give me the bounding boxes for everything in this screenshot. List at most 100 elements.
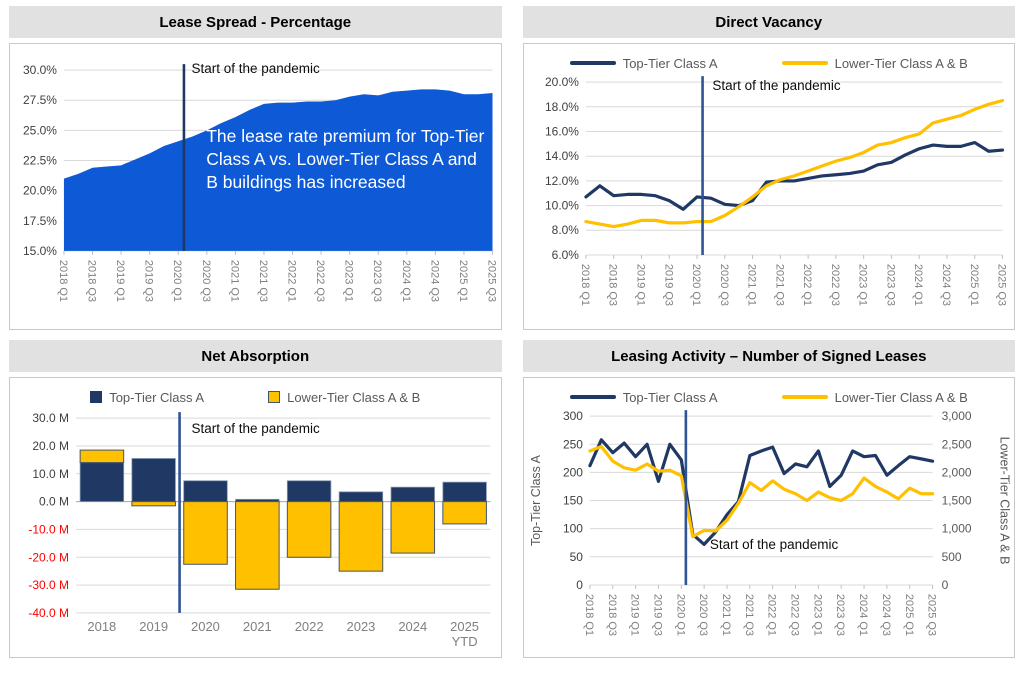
top-tier-line-swatch (569, 61, 616, 65)
net-absorption-legend: Top-Tier Class A Lower-Tier Class A & B (10, 378, 501, 408)
svg-text:200: 200 (562, 465, 582, 479)
legend-item-top-tier: Top-Tier Class A (569, 389, 718, 405)
svg-text:2019: 2019 (139, 619, 168, 634)
svg-text:2025: 2025 (450, 619, 479, 634)
svg-text:2,000: 2,000 (941, 465, 971, 479)
svg-text:12.0%: 12.0% (545, 174, 579, 188)
svg-text:2023: 2023 (347, 619, 376, 634)
svg-text:2020: 2020 (191, 619, 220, 634)
svg-text:2019 Q1: 2019 Q1 (628, 594, 640, 636)
direct-vacancy-line-chart: 6.0% 8.0% 10.0% 12.0% 14.0% 16.0% 18.0% 20.0% 20… (545, 75, 1008, 306)
svg-text:2022 Q3: 2022 Q3 (788, 594, 800, 636)
svg-text:2021 Q3: 2021 Q3 (773, 264, 785, 306)
panel-direct-vacancy: Direct Vacancy Top-Tier Class A Lower-Ti… (522, 6, 1015, 330)
svg-text:2020 Q1: 2020 Q1 (690, 264, 702, 306)
svg-text:2021 Q1: 2021 Q1 (745, 264, 757, 306)
svg-text:2021 Q3: 2021 Q3 (742, 594, 754, 636)
legend-item-top-tier: Top-Tier Class A (569, 55, 718, 71)
net-absorption-bar-chart: -40.0 M -30.0 M -20.0 M -10.0 M 0.0 M 10.0 M 2… (28, 411, 491, 649)
svg-text:17.5%: 17.5% (23, 214, 57, 228)
svg-text:2024 Q1: 2024 Q1 (400, 260, 412, 302)
legend-item-lower-tier: Lower-Tier Class A & B (268, 390, 420, 405)
lower-tier-line-swatch (781, 61, 828, 65)
svg-text:2018 Q3: 2018 Q3 (86, 260, 98, 302)
leasing-activity-title: Leasing Activity – Number of Signed Leas… (522, 340, 1015, 372)
svg-text:2025 Q3: 2025 Q3 (995, 264, 1007, 306)
svg-text:1,000: 1,000 (941, 522, 971, 536)
svg-text:2019 Q1: 2019 Q1 (634, 264, 646, 306)
leasing-activity-chart-area: Top-Tier Class A Lower-Tier Class A & B … (522, 377, 1015, 658)
svg-text:2021 Q3: 2021 Q3 (257, 260, 269, 302)
svg-text:2018 Q1: 2018 Q1 (57, 260, 69, 302)
svg-text:2024 Q1: 2024 Q1 (857, 594, 869, 636)
svg-text:30.0 M: 30.0 M (32, 411, 69, 425)
leasing-activity-legend: Top-Tier Class A Lower-Tier Class A & B (524, 378, 1015, 408)
svg-text:15.0%: 15.0% (23, 244, 57, 258)
svg-text:2024 Q3: 2024 Q3 (879, 594, 891, 636)
svg-text:2020 Q1: 2020 Q1 (171, 260, 183, 302)
svg-text:2024: 2024 (398, 619, 427, 634)
svg-text:300: 300 (562, 409, 582, 423)
legend-label: Lower-Tier Class A & B (834, 55, 968, 71)
svg-text:2025 Q3: 2025 Q3 (925, 594, 937, 636)
svg-text:2024 Q3: 2024 Q3 (428, 260, 440, 302)
svg-text:2018 Q3: 2018 Q3 (606, 264, 618, 306)
svg-text:27.5%: 27.5% (23, 93, 57, 107)
svg-text:2021 Q1: 2021 Q1 (719, 594, 731, 636)
svg-text:30.0%: 30.0% (23, 63, 57, 77)
svg-text:10.0%: 10.0% (545, 199, 579, 213)
leasing-activity-line-chart: 0 0 50 500 100 1,000 150 1,500 200 2,000 250 2,500 3… (528, 409, 1011, 636)
direct-vacancy-legend: Top-Tier Class A Lower-Tier Class A & B (524, 44, 1015, 74)
svg-text:2019 Q3: 2019 Q3 (662, 264, 674, 306)
svg-text:50: 50 (569, 550, 583, 564)
svg-text:0: 0 (941, 578, 948, 592)
lower-tier-line-swatch (781, 395, 828, 399)
svg-text:2025 Q1: 2025 Q1 (457, 260, 469, 302)
legend-label: Top-Tier Class A (109, 389, 205, 405)
svg-text:100: 100 (562, 522, 582, 536)
legend-item-lower-tier: Lower-Tier Class A & B (781, 390, 968, 405)
direct-vacancy-title: Direct Vacancy (522, 6, 1015, 38)
svg-text:2020 Q3: 2020 Q3 (717, 264, 729, 306)
svg-text:8.0%: 8.0% (551, 223, 579, 237)
legend-item-top-tier: Top-Tier Class A (90, 390, 204, 405)
svg-text:3,000: 3,000 (941, 409, 971, 423)
svg-text:20.0 M: 20.0 M (32, 439, 69, 453)
svg-text:2023 Q1: 2023 Q1 (811, 594, 823, 636)
svg-text:16.0%: 16.0% (545, 124, 579, 138)
svg-text:2024 Q1: 2024 Q1 (912, 264, 924, 306)
legend-label: Top-Tier Class A (622, 389, 718, 405)
lease-spread-title: Lease Spread - Percentage (9, 6, 502, 38)
svg-text:22.5%: 22.5% (23, 154, 57, 168)
svg-text:6.0%: 6.0% (551, 248, 579, 262)
svg-text:2022 Q1: 2022 Q1 (801, 264, 813, 306)
legend-label: Lower-Tier Class A & B (287, 389, 421, 405)
svg-text:2025 Q1: 2025 Q1 (902, 594, 914, 636)
lease-spread-area-chart: 15.0% 17.5% 20.0% 22.5% 25.0% 27.5% 30.0% 2018 … (23, 63, 498, 302)
svg-text:10.0 M: 10.0 M (32, 467, 69, 481)
svg-text:2021: 2021 (243, 619, 272, 634)
svg-text:2022 Q3: 2022 Q3 (314, 260, 326, 302)
legend-item-lower-tier: Lower-Tier Class A & B (781, 55, 968, 71)
svg-text:YTD: YTD (452, 634, 478, 649)
net-absorption-chart-area: Top-Tier Class A Lower-Tier Class A & B … (9, 377, 502, 658)
svg-text:-30.0 M: -30.0 M (28, 578, 69, 592)
panel-lease-spread: Lease Spread - Percentage 15.0% 17.5% 20.0… (9, 6, 502, 330)
svg-text:2018 Q1: 2018 Q1 (582, 594, 594, 636)
svg-text:2022 Q1: 2022 Q1 (765, 594, 777, 636)
legend-label: Top-Tier Class A (622, 55, 718, 71)
svg-text:2023 Q3: 2023 Q3 (834, 594, 846, 636)
svg-text:2025 Q1: 2025 Q1 (967, 264, 979, 306)
svg-text:2021 Q1: 2021 Q1 (228, 260, 240, 302)
svg-text:-10.0 M: -10.0 M (28, 522, 69, 536)
svg-text:0.0 M: 0.0 M (39, 495, 69, 509)
svg-text:2022 Q1: 2022 Q1 (286, 260, 298, 302)
svg-text:Top-Tier Class A: Top-Tier Class A (528, 454, 542, 546)
svg-text:-20.0 M: -20.0 M (28, 550, 69, 564)
svg-text:1,500: 1,500 (941, 494, 971, 508)
svg-text:2023 Q1: 2023 Q1 (343, 260, 355, 302)
svg-text:2,500: 2,500 (941, 437, 971, 451)
svg-text:Lower-Tier Class A & B: Lower-Tier Class A & B (997, 437, 1011, 565)
svg-text:2025 Q3: 2025 Q3 (486, 260, 498, 302)
panel-net-absorption: Net Absorption Top-Tier Class A Lower-Ti… (9, 340, 502, 658)
